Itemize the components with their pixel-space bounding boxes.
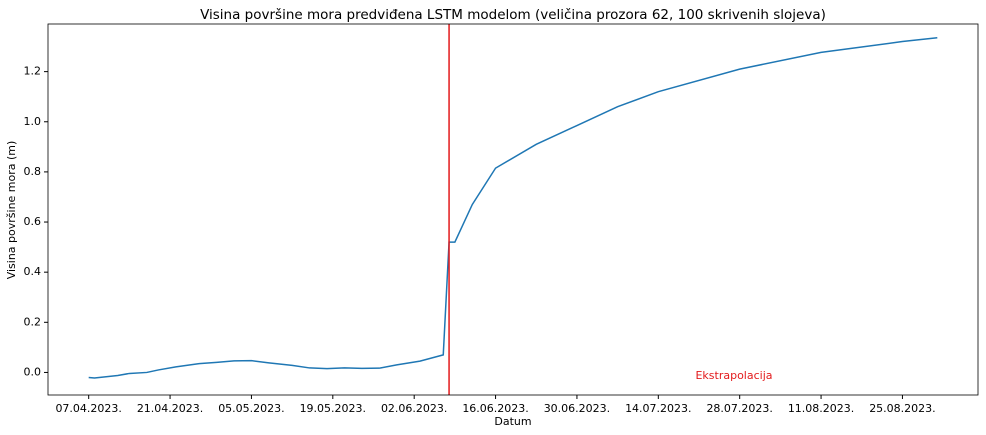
y-tick-label: 0.0 bbox=[24, 365, 42, 378]
y-axis-label: Visina površine mora (m) bbox=[5, 141, 18, 280]
y-tick-label: 0.4 bbox=[24, 265, 42, 278]
y-tick-label: 0.8 bbox=[24, 165, 42, 178]
x-tick-label: 28.07.2023. bbox=[706, 402, 772, 415]
x-tick-label: 25.08.2023. bbox=[869, 402, 935, 415]
y-tick-label: 0.6 bbox=[24, 215, 42, 228]
data-line bbox=[88, 37, 938, 379]
x-axis-label: Datum bbox=[494, 415, 531, 428]
plot-frame bbox=[47, 23, 979, 396]
x-tick-label: 11.08.2023. bbox=[788, 402, 854, 415]
y-tick-label: 1.0 bbox=[24, 115, 42, 128]
y-tick-label: 0.2 bbox=[24, 315, 42, 328]
x-tick-label: 07.04.2023. bbox=[55, 402, 121, 415]
y-tick-label: 1.2 bbox=[24, 65, 42, 78]
chart-title: Visina površine mora predviđena LSTM mod… bbox=[200, 7, 826, 23]
x-tick-label: 30.06.2023. bbox=[544, 402, 610, 415]
x-tick-label: 02.06.2023. bbox=[381, 402, 447, 415]
x-tick-label: 14.07.2023. bbox=[625, 402, 691, 415]
x-tick-label: 21.04.2023. bbox=[137, 402, 203, 415]
x-tick-label: 05.05.2023. bbox=[218, 402, 284, 415]
annotation: Ekstrapolacija bbox=[695, 369, 772, 382]
x-tick-label: 19.05.2023. bbox=[300, 402, 366, 415]
x-tick-label: 16.06.2023. bbox=[462, 402, 528, 415]
